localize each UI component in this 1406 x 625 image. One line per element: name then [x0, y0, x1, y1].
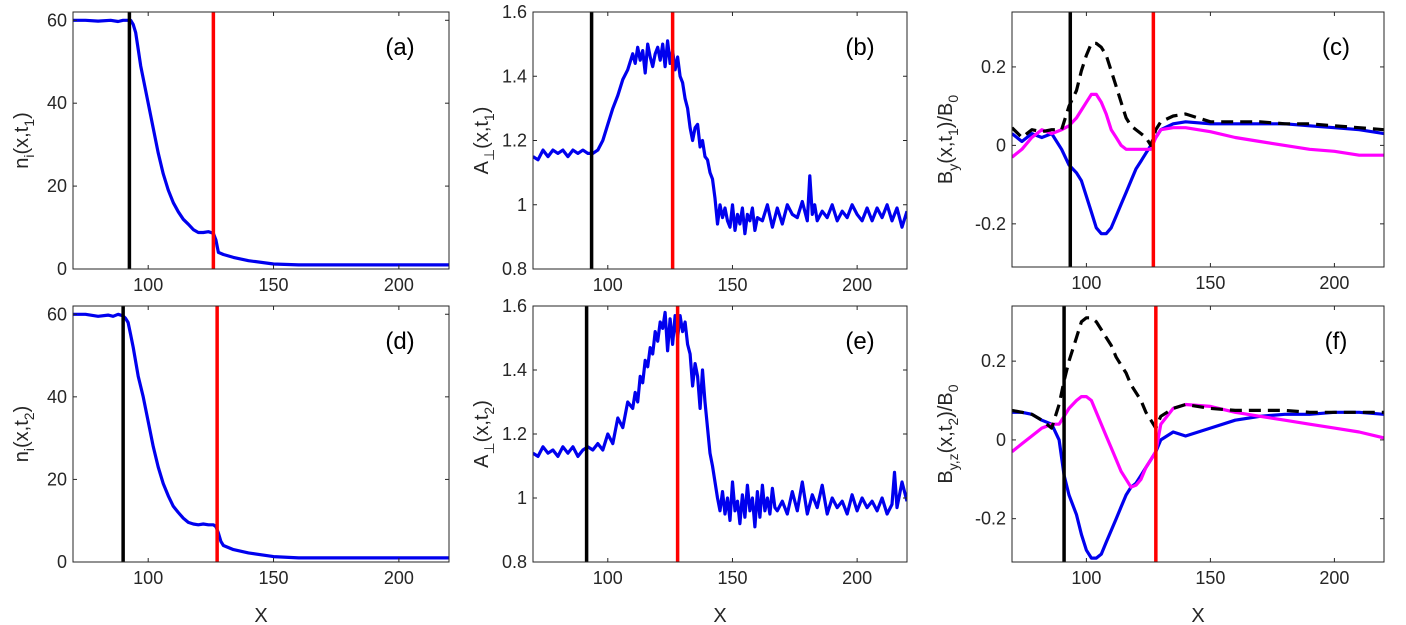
y-tick-label: 0 — [57, 552, 67, 572]
y-axis-label: A⊥(x,t1) — [471, 107, 497, 175]
y-axis-label: By(x,t1)/B0 — [935, 95, 961, 184]
y-tick-label: -0.2 — [975, 214, 1006, 234]
x-tick-label: 100 — [133, 275, 163, 295]
x-tick-label: 100 — [133, 568, 163, 588]
panel-label: (d) — [385, 328, 414, 355]
series-blue — [1012, 120, 1384, 236]
x-tick-label: 200 — [384, 568, 414, 588]
y-tick-label: 0 — [996, 430, 1006, 450]
panel-a: 100 150 200 0 20 40 60 (a) ni(x,t1) — [11, 10, 450, 295]
panel-label: (c) — [1322, 34, 1350, 61]
x-tick-label: 100 — [593, 275, 623, 295]
x-axis-label: X — [713, 605, 726, 625]
x-tick-label: 100 — [1071, 273, 1101, 293]
panel-label: (e) — [845, 328, 874, 355]
y-tick-label: 60 — [47, 10, 67, 30]
plot-area — [73, 306, 449, 562]
y-tick-label: 0.8 — [502, 552, 527, 572]
axes-frame — [1011, 11, 1385, 268]
x-axis-label: X — [1191, 605, 1204, 625]
panel-label: (b) — [845, 34, 874, 61]
plot-area — [1012, 306, 1384, 562]
y-tick-label: 1.2 — [502, 131, 527, 151]
plot-area — [1012, 12, 1384, 267]
panel-label: (a) — [385, 34, 414, 61]
y-tick-label: 0.8 — [502, 259, 527, 279]
y-axis-label: ni(x,t2) — [11, 406, 37, 463]
x-tick-label: 150 — [1195, 568, 1225, 588]
x-tick-label: 200 — [842, 275, 872, 295]
y-tick-label: 0.2 — [981, 351, 1006, 371]
panel-f: 100 150 200 -0.2 0 0.2 (f) X By,z(x,t2)/B0 — [935, 305, 1385, 625]
y-tick-label: 1 — [517, 488, 527, 508]
y-tick-label: 1.6 — [502, 296, 527, 316]
plot-area — [533, 12, 907, 269]
y-tick-label: -0.2 — [975, 509, 1006, 529]
x-tick-label: 200 — [1319, 568, 1349, 588]
y-tick-label: 0 — [57, 259, 67, 279]
x-tick-label: 150 — [717, 275, 747, 295]
series-A_perp — [533, 39, 907, 236]
y-tick-label: 20 — [47, 176, 67, 196]
series-A_perp — [533, 310, 907, 529]
x-tick-label: 150 — [259, 275, 289, 295]
y-tick-label: 0 — [996, 135, 1006, 155]
y-axis-label: A⊥(x,t2) — [471, 400, 497, 468]
y-tick-label: 40 — [47, 387, 67, 407]
axes-frame — [72, 11, 450, 270]
y-tick-label: 0.2 — [981, 57, 1006, 77]
panel-c: 100 150 200 -0.2 0 0.2 (c) By(x,t1)/B0 — [935, 11, 1385, 293]
x-tick-label: 150 — [717, 568, 747, 588]
y-axis-label: ni(x,t1) — [11, 112, 37, 169]
x-tick-label: 200 — [384, 275, 414, 295]
panel-d: 100 150 200 0 20 40 60 (d) Xni(x,t2) — [11, 304, 450, 625]
x-axis-label: X — [254, 605, 267, 625]
x-tick-label: 200 — [842, 568, 872, 588]
panel-b: 100 150 200 0.8 1 1.2 1.4 1.6 (b) A⊥(x,t1) — [471, 2, 908, 295]
series-magenta — [1012, 395, 1384, 489]
x-tick-label: 200 — [1319, 273, 1349, 293]
y-tick-label: 40 — [47, 93, 67, 113]
x-tick-label: 150 — [1195, 273, 1225, 293]
x-tick-label: 100 — [593, 568, 623, 588]
series-magenta — [1012, 92, 1384, 159]
plot-area — [533, 306, 907, 562]
y-tick-label: 1.4 — [502, 360, 527, 380]
x-tick-label: 100 — [1071, 568, 1101, 588]
plot-area — [73, 12, 449, 269]
series-blue — [1012, 410, 1384, 560]
panel-label: (f) — [1325, 328, 1348, 355]
series-black-dashed — [1012, 41, 1384, 147]
series-black-dashed — [1012, 316, 1384, 430]
y-tick-label: 1.6 — [502, 2, 527, 22]
y-tick-label: 1.2 — [502, 424, 527, 444]
x-tick-label: 150 — [259, 568, 289, 588]
y-axis-label: By,z(x,t2)/B0 — [935, 384, 961, 483]
axes-frame — [72, 305, 450, 563]
y-tick-label: 60 — [47, 304, 67, 324]
y-tick-label: 1 — [517, 195, 527, 215]
panel-e: 100 150 200 0.8 1 1.2 1.4 1.6 (e) X A⊥(x,t2) — [471, 296, 908, 625]
y-tick-label: 1.4 — [502, 66, 527, 86]
axes-frame — [1011, 305, 1385, 563]
y-tick-label: 20 — [47, 469, 67, 489]
